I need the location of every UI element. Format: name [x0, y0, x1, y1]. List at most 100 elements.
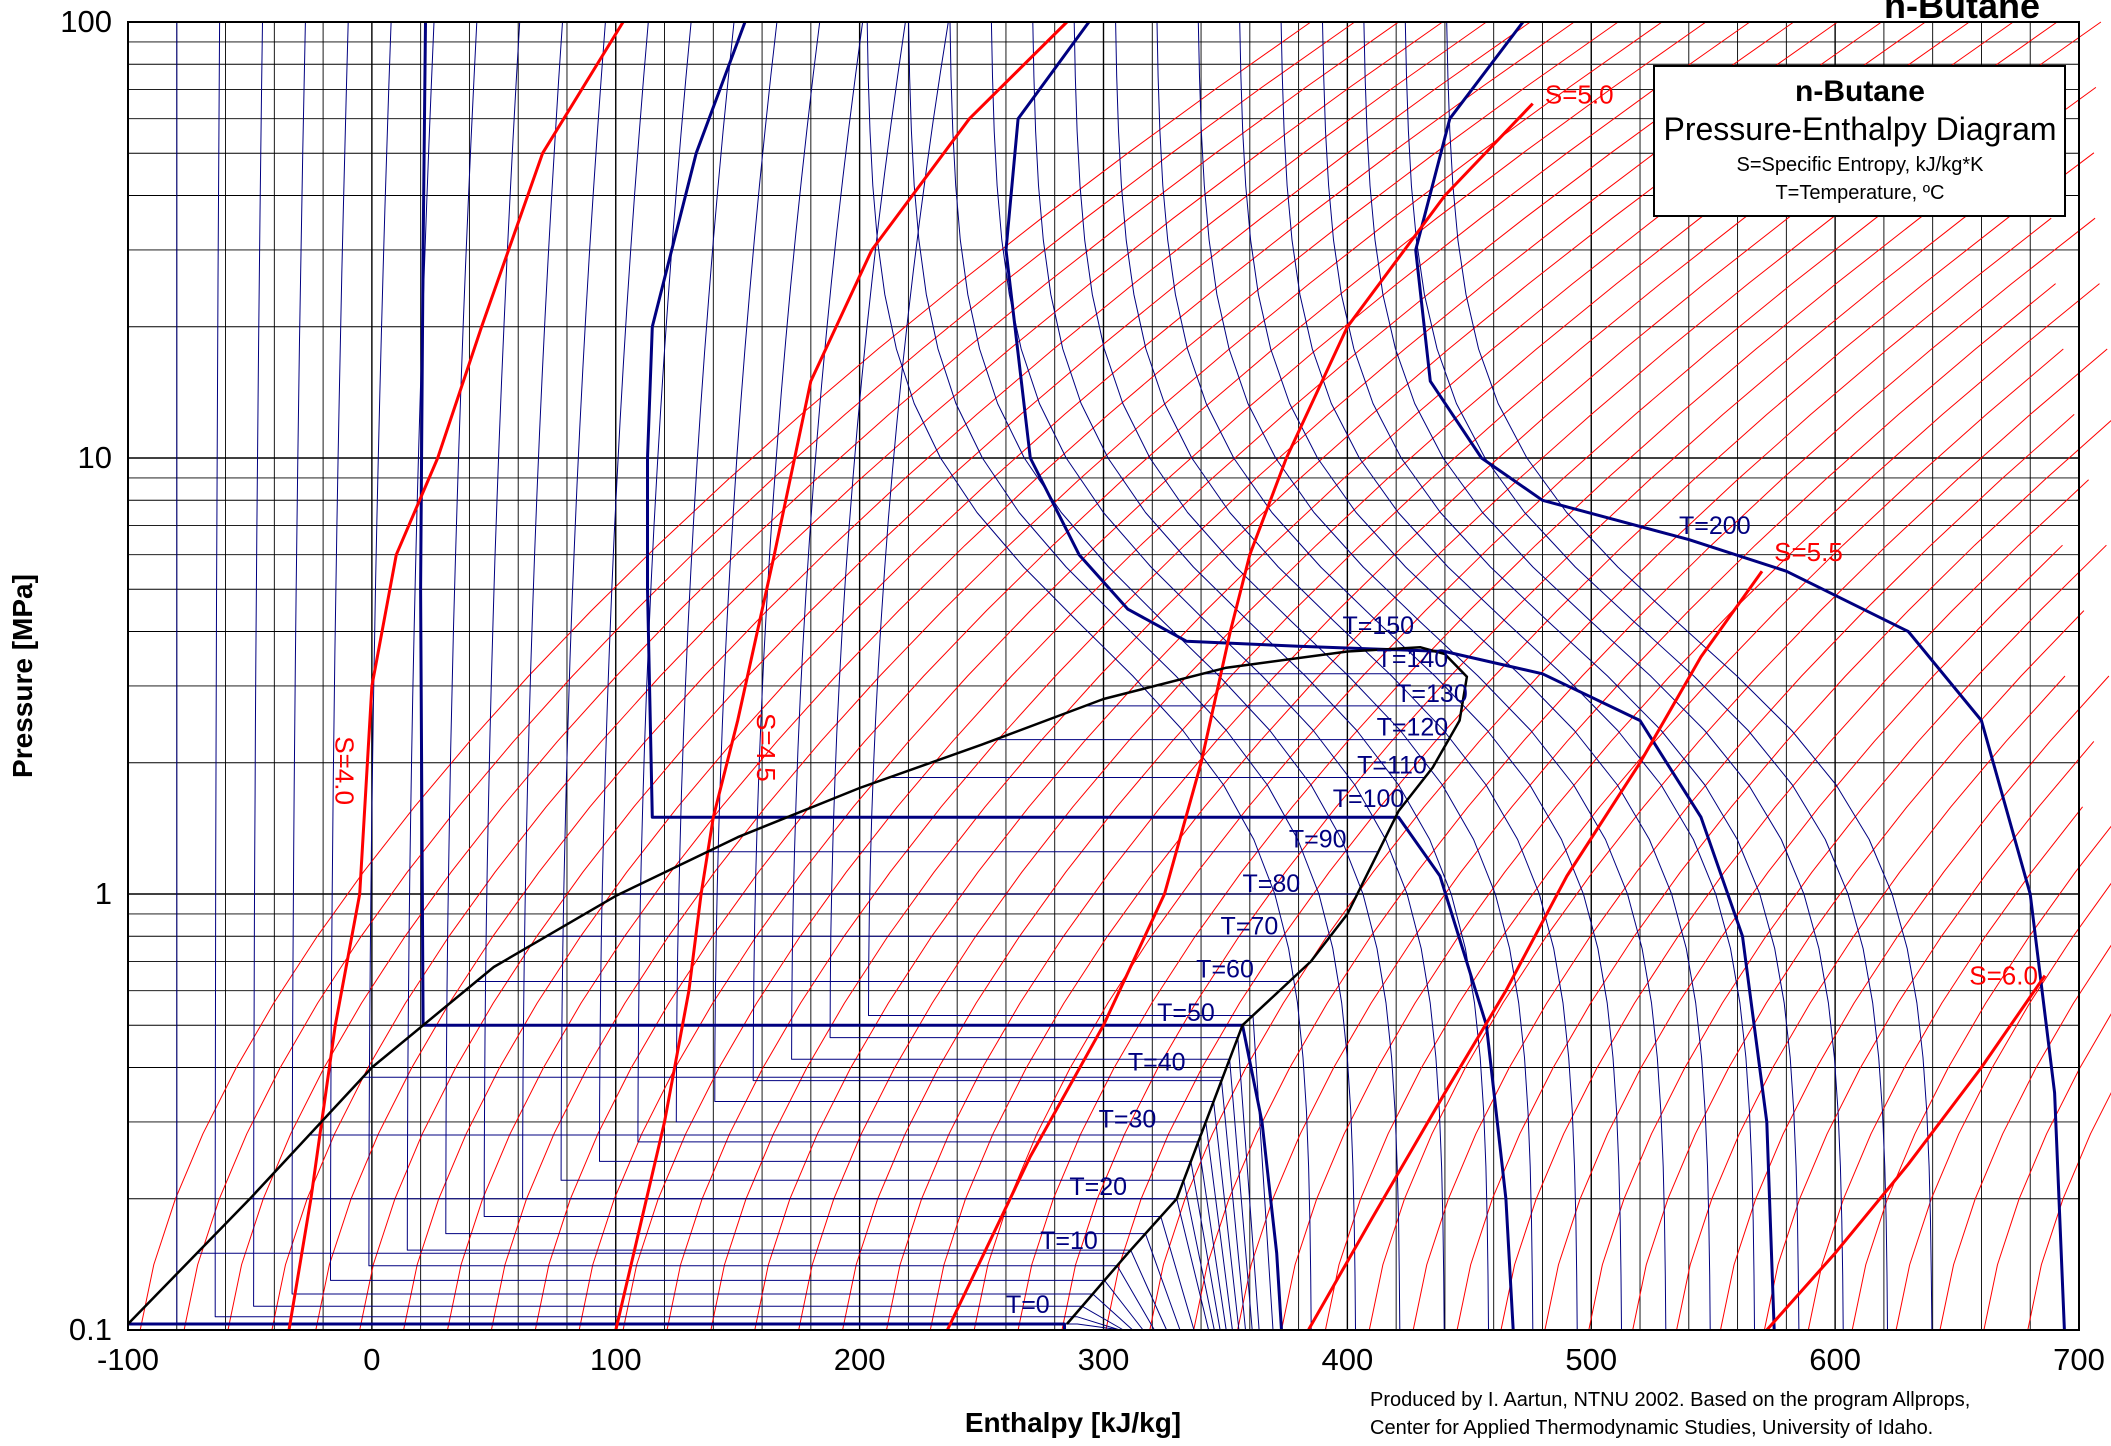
- legend-title: n-Butane: [1795, 75, 1925, 108]
- x-tick-labels: -100 0 100 200 300 400 500 600 700: [97, 1342, 2105, 1377]
- thin-isentrope-line: [315, 21, 1487, 1331]
- thin-isentrope-line: [1983, 1013, 2111, 1331]
- thin-isotherm-line: [330, 21, 1144, 1331]
- thin-isentrope-line: [2027, 1092, 2111, 1331]
- thin-isotherm-line: [1239, 21, 1711, 1331]
- saturation-dome: [127, 646, 1469, 1325]
- thin-isentrope-line: [842, 21, 2014, 1331]
- legend-temperature-note: T=Temperature, ºC: [1775, 182, 1944, 204]
- y-tick-label: 0.1: [69, 1312, 112, 1347]
- thin-isentrope-line: [1939, 944, 2111, 1331]
- x-tick-label: -100: [97, 1342, 159, 1377]
- isotherm-series: [128, 21, 2066, 1331]
- isotherm-label: T=30: [1099, 1106, 1157, 1134]
- isotherm-label: T=120: [1377, 714, 1449, 742]
- isotherm-label: T=200: [1679, 512, 1751, 540]
- saturation-dome-curve: [127, 646, 1469, 1325]
- thin-isotherm-line: [522, 21, 1210, 1331]
- thin-isotherm-line: [1115, 21, 1578, 1331]
- thin-isotherms: [176, 21, 1933, 1331]
- y-tick-label: 100: [60, 4, 112, 39]
- y-tick-labels: 0.1 1 10 100: [60, 4, 112, 1347]
- isentrope-series: [287, 20, 2047, 1331]
- isentrope-s-4-0: [287, 21, 625, 1331]
- thin-isotherm-line: [1363, 21, 1844, 1331]
- isentrope-label: S=5.5: [1774, 537, 1843, 567]
- isotherm-label: T=40: [1128, 1049, 1186, 1077]
- thin-isotherm-line: [214, 21, 1121, 1331]
- thin-isotherm-line: [829, 21, 1260, 1331]
- isotherm-label: T=150: [1342, 612, 1414, 640]
- isentrope-label: S=5.0: [1545, 80, 1614, 110]
- legend-box: n-Butane Pressure-Enthalpy Diagram S=Spe…: [1653, 65, 2066, 217]
- isentrope-label: S=6.0: [1969, 961, 2038, 991]
- isentrope-s-5-0: [946, 102, 1534, 1331]
- thin-isotherm-line: [714, 21, 1240, 1331]
- x-tick-label: 200: [834, 1342, 886, 1377]
- isotherm-label: T=10: [1040, 1227, 1098, 1255]
- thin-isentrope-line: [1763, 741, 2095, 1331]
- thin-isotherm-line: [1073, 21, 1534, 1331]
- thin-isentrope-line: [1676, 675, 2066, 1331]
- isotherm-label: T=60: [1196, 955, 1254, 983]
- isotherm-label: T=110: [1357, 752, 1427, 780]
- thin-isentrope-line: [1017, 86, 2097, 1331]
- thin-isentrope-line: [754, 21, 1926, 1331]
- thin-isentrope-line: [666, 21, 1838, 1331]
- x-tick-label: 100: [590, 1342, 642, 1377]
- thin-isotherm-line: [1280, 21, 1755, 1331]
- legend-entropy-note: S=Specific Entropy, kJ/kg*K: [1737, 154, 1985, 176]
- plot-frame: [127, 21, 2080, 1331]
- isentrope-label: S=4.0: [329, 736, 359, 805]
- thin-isotherm-line: [1156, 21, 1622, 1331]
- thin-isotherm-line: [291, 21, 1134, 1331]
- thin-isotherm-line: [599, 21, 1221, 1331]
- thin-isentrope-line: [1324, 348, 2064, 1331]
- isotherm-label: T=70: [1221, 913, 1279, 941]
- isotherm-label: T=140: [1377, 645, 1449, 673]
- thin-isentrope-line: [1807, 806, 2083, 1331]
- isotherm-label: T=50: [1157, 999, 1215, 1027]
- x-axis-title: Enthalpy [kJ/kg]: [965, 1407, 1181, 1438]
- isotherm-label: T=80: [1243, 870, 1301, 898]
- isotherm-t-50: [419, 21, 1283, 1331]
- thin-isotherm-line: [990, 21, 1445, 1331]
- thin-isentrope-line: [447, 21, 1619, 1331]
- thin-isotherm-line: [675, 21, 1233, 1331]
- thin-isentrope-line: [1544, 544, 2063, 1331]
- isotherm-t-0: [128, 1322, 1066, 1330]
- x-tick-label: 700: [2053, 1342, 2105, 1377]
- thin-isentrope-line: [227, 21, 1399, 1331]
- thin-isotherm-line: [483, 21, 1195, 1331]
- thin-isentrope-line: [973, 86, 2053, 1331]
- thin-isentrope-line: [622, 21, 1794, 1331]
- thin-isentrope-line: [183, 21, 1355, 1331]
- isotherm-label: T=20: [1069, 1173, 1127, 1201]
- isentrope-label: S=4.5: [751, 713, 781, 782]
- thin-isentrope-line: [1281, 283, 2100, 1331]
- y-tick-label: 1: [95, 876, 112, 911]
- thin-isentrope-line: [403, 21, 1575, 1331]
- isotherm-label: T=130: [1396, 680, 1468, 708]
- isotherm-label: T=0: [1006, 1291, 1050, 1319]
- isotherm-label: T=100: [1333, 785, 1405, 813]
- thin-isentrope-line: [1412, 414, 2075, 1331]
- thin-isentrope-line: [1456, 420, 2111, 1331]
- thin-isentrope-line: [710, 21, 1882, 1331]
- x-tick-label: 500: [1565, 1342, 1617, 1377]
- isotherm-t-200: [1414, 21, 2066, 1331]
- legend-subtitle: Pressure-Enthalpy Diagram: [1663, 111, 2056, 147]
- thin-isotherm-line: [406, 21, 1168, 1331]
- thin-isentrope-line: [798, 21, 1970, 1331]
- y-tick-label: 10: [78, 440, 112, 475]
- isotherm-label: T=90: [1289, 826, 1347, 854]
- thin-isotherm-line: [1404, 21, 1888, 1331]
- y-axis-title: Pressure [MPa]: [7, 574, 38, 778]
- isentrope-labels: S=4.0 S=4.5 S=5.0 S=5.5 S=6.0: [329, 80, 2038, 991]
- thin-isentrope-line: [886, 21, 2058, 1331]
- thin-isentrope-line: [1149, 217, 2052, 1331]
- x-tick-label: 600: [1809, 1342, 1861, 1377]
- thin-isotherm-line: [445, 21, 1181, 1331]
- thin-isotherm-line: [1032, 21, 1489, 1331]
